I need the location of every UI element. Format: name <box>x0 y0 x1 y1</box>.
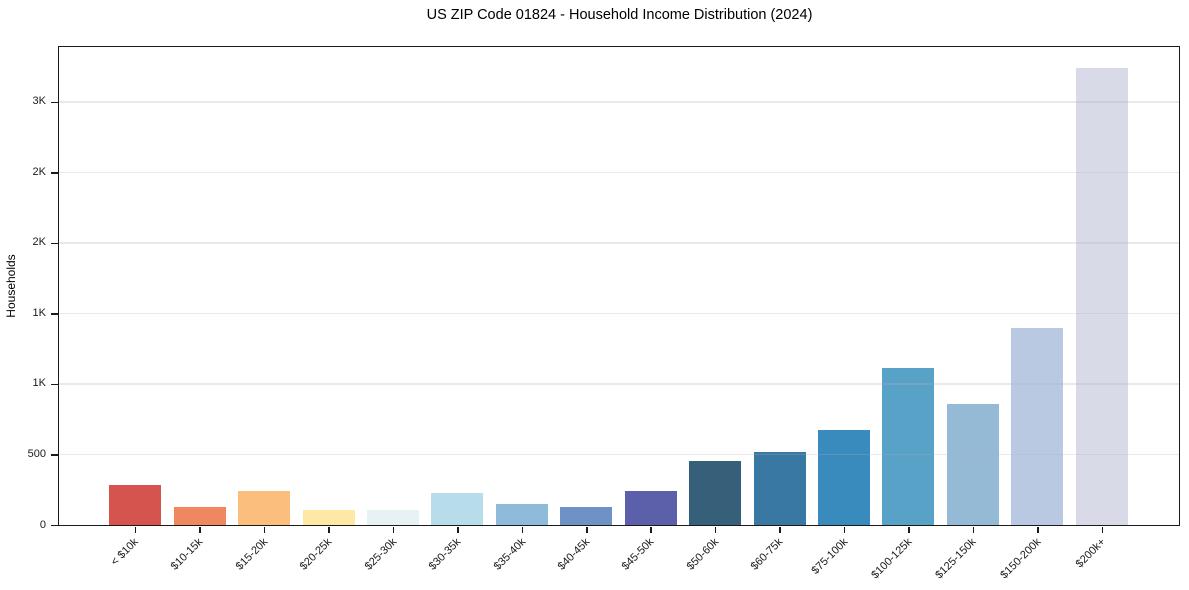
x-tick-label: $30-35k <box>426 536 464 573</box>
x-tick-mark <box>714 527 717 533</box>
x-tick-mark <box>650 527 652 533</box>
bar-$30-35k <box>431 493 484 525</box>
bar-slot <box>103 47 167 525</box>
y-tick-label: 2K <box>32 236 46 249</box>
bar-slot <box>619 47 683 525</box>
bar-$75-100k <box>818 429 871 525</box>
x-tick-label: $60-75k <box>748 536 786 573</box>
bar-$25-30k <box>366 510 419 525</box>
x-tick-mark <box>1037 527 1039 533</box>
bar-slot <box>490 47 554 525</box>
x-tick-mark <box>328 527 330 533</box>
x-tick-mark <box>263 527 266 533</box>
x-tick-mark <box>779 527 781 533</box>
x-tick-mark <box>392 527 395 533</box>
x-tick-label: $10-15k <box>169 536 206 573</box>
x-tick-mark <box>199 527 201 533</box>
y-tick-label: 2K <box>32 165 46 178</box>
bar-$10-15k <box>173 506 226 525</box>
bar-$50-60k <box>689 460 742 525</box>
x-tick-mark <box>457 527 459 533</box>
x-tick-label: $200k+ <box>1073 536 1108 571</box>
chart-title: US ZIP Code 01824 - Household Income Dis… <box>426 7 813 23</box>
x-tick-label: $75-100k <box>809 536 851 577</box>
y-tick-label: 3K <box>32 95 46 108</box>
bar-slot <box>1070 47 1134 525</box>
x-tick-label: $35-40k <box>491 536 528 573</box>
x-tick-mark <box>521 527 524 533</box>
y-tick-label: 1K <box>32 377 46 390</box>
bar-$20-25k <box>302 509 355 525</box>
x-tick-mark <box>908 527 910 533</box>
bar-$125-150k <box>946 403 999 525</box>
x-tick-mark <box>586 527 588 533</box>
y-tick-mark <box>51 454 58 456</box>
y-tick-mark <box>51 172 58 174</box>
y-tick-mark <box>51 242 58 245</box>
y-tick-label: 500 <box>27 447 46 460</box>
bar-$15-20k <box>238 491 291 525</box>
bars-container <box>59 47 1179 525</box>
bar-slot <box>941 47 1005 525</box>
x-tick-label: $40-45k <box>555 536 593 573</box>
bar-slot <box>554 47 618 525</box>
bar-slot <box>425 47 489 525</box>
x-tick-label: < $10k <box>109 536 142 569</box>
bar-slot <box>683 47 747 525</box>
bar-$200k+ <box>1075 68 1128 525</box>
bar-slot <box>361 47 425 525</box>
y-tick-mark <box>51 383 58 386</box>
bar-slot <box>876 47 940 525</box>
bar-slot <box>232 47 296 525</box>
y-tick-label: 0 <box>39 518 46 531</box>
bar-$60-75k <box>753 452 806 525</box>
bar-slot <box>1005 47 1069 525</box>
x-tick-label: $150-200k <box>998 536 1044 582</box>
bar-< $10k <box>109 484 162 525</box>
x-tick-label: $25-30k <box>362 536 399 573</box>
bar-$35-40k <box>495 503 548 525</box>
x-tick-label: $45-50k <box>620 536 657 573</box>
x-tick-mark <box>134 527 137 533</box>
bar-$100-125k <box>882 367 935 525</box>
x-tick-mark <box>843 527 846 533</box>
bar-slot <box>747 47 811 525</box>
bar-$150-200k <box>1011 327 1064 525</box>
x-tick-label: $125-150k <box>933 536 979 582</box>
plot-area <box>58 46 1180 526</box>
bar-slot <box>296 47 360 525</box>
y-tick-mark <box>51 524 58 527</box>
y-tick-mark <box>51 313 58 315</box>
bar-slot <box>812 47 876 525</box>
x-tick-label: $100-125k <box>869 536 915 582</box>
bar-slot <box>167 47 231 525</box>
x-tick-mark <box>972 527 975 533</box>
x-tick-label: $50-60k <box>684 536 722 573</box>
x-tick-mark <box>1101 527 1104 533</box>
x-tick-label: $15-20k <box>233 536 271 573</box>
y-tick-mark <box>51 101 58 104</box>
y-tick-label: 1K <box>32 306 46 319</box>
bar-$40-45k <box>560 506 613 525</box>
x-tick-label: $20-25k <box>297 536 335 573</box>
bar-$45-50k <box>624 491 677 525</box>
